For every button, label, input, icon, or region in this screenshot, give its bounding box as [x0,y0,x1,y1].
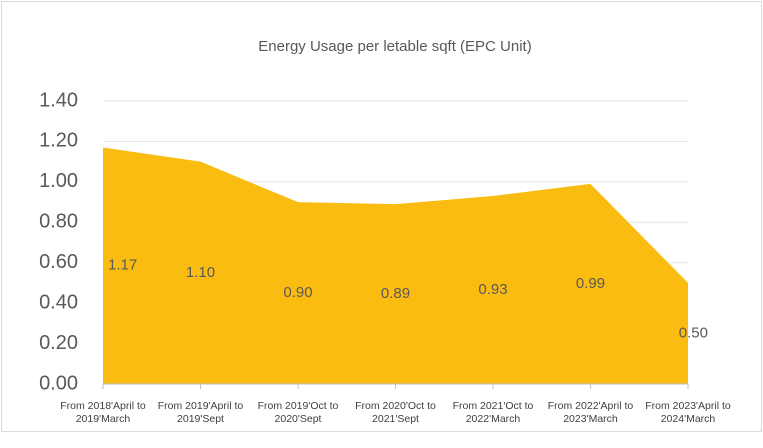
x-tick-label: From 2018'April to 2019'March [60,400,146,425]
y-tick-label: 1.40 [39,89,78,111]
data-label: 0.90 [283,284,312,301]
data-label: 0.50 [679,324,708,341]
area [103,147,688,384]
data-label: 1.10 [186,264,215,281]
data-label: 0.93 [478,281,507,298]
y-tick-label: 0.00 [39,372,78,394]
data-label: 1.17 [108,257,137,274]
x-tick-label: From 2023'April to 2024'March [645,400,731,425]
y-tick-label: 1.00 [39,170,78,192]
data-label: 0.89 [381,285,410,302]
chart-title: Energy Usage per letable sqft (EPC Unit) [258,38,531,55]
y-tick-label: 0.40 [39,291,78,313]
y-tick-label: 1.20 [39,130,78,152]
y-tick-label: 0.20 [39,332,78,354]
y-tick-label: 0.60 [39,251,78,273]
x-tick-label: From 2019'Oct to 2020'Sept [257,400,339,425]
x-tick-label: From 2020'Oct to 2021'Sept [355,400,436,425]
x-tick-label: From 2019'April to 2019'Sept [157,400,244,425]
x-tick-label: From 2022'April to 2023'March [547,400,634,425]
data-label: 0.99 [576,275,605,292]
x-tick-label: From 2021'Oct to 2022'March [452,400,534,425]
y-tick-label: 0.80 [39,211,78,233]
